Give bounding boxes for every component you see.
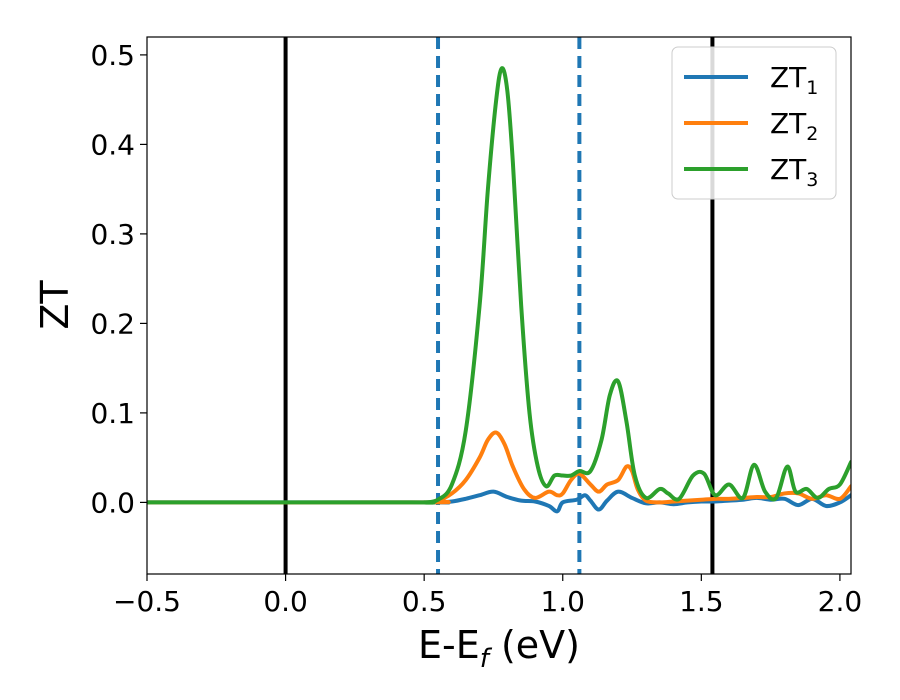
x-tick-label: 0.0 <box>263 585 308 618</box>
x-tick-label: 1.5 <box>679 585 724 618</box>
legend-label-zt2: ZT2 <box>770 107 818 145</box>
y-axis-ticks: 0.0 0.1 0.2 0.3 0.4 0.5 <box>90 39 147 519</box>
legend: ZT1 ZT2 ZT3 <box>671 46 837 200</box>
legend-label-zt3: ZT3 <box>770 153 818 191</box>
series-line-zt2 <box>147 430 851 505</box>
x-tick-label: 2.0 <box>818 585 863 618</box>
x-axis-ticks: −0.5 0.0 0.5 1.0 1.5 2.0 <box>113 574 862 618</box>
series-lines <box>147 66 851 514</box>
y-tick-label: 0.2 <box>90 307 135 340</box>
y-tick-label: 0.3 <box>90 218 135 251</box>
x-tick-label: 1.0 <box>540 585 585 618</box>
y-tick-label: 0.4 <box>90 128 135 161</box>
x-tick-label: −0.5 <box>113 585 181 618</box>
legend-label-zt1: ZT1 <box>770 61 818 99</box>
plot-frame <box>146 36 852 575</box>
y-axis-label: ZT <box>33 280 77 330</box>
y-tick-label: 0.1 <box>90 397 135 430</box>
y-tick-label: 0.5 <box>90 39 135 72</box>
legend-box <box>671 46 837 200</box>
series-line-zt3 <box>147 66 851 505</box>
y-tick-label: 0.0 <box>90 486 135 519</box>
x-axis-label: E-Ef (eV) <box>418 623 580 674</box>
x-tick-label: 0.5 <box>402 585 447 618</box>
